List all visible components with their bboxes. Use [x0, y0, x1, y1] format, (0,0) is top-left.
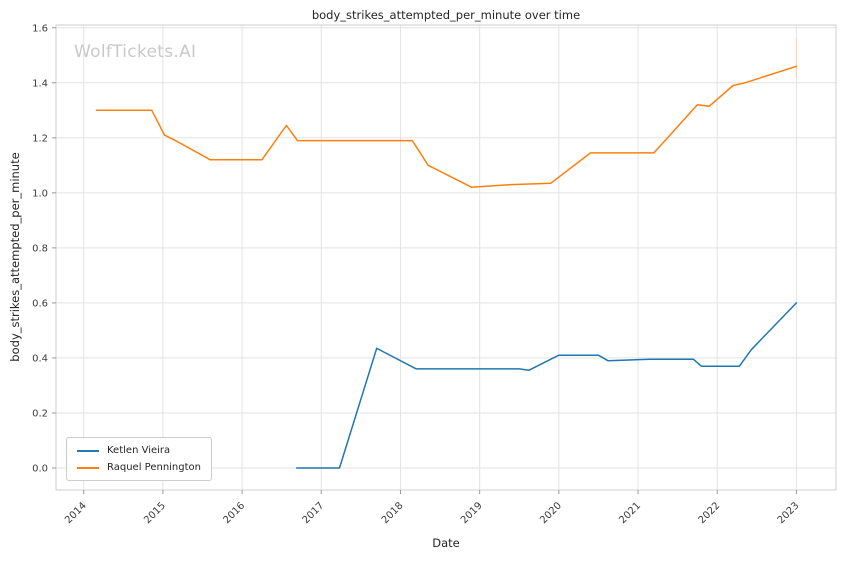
- y-tick-label: 1.0: [32, 188, 48, 199]
- x-tick-label: 2017: [301, 500, 327, 526]
- plot-border: [55, 24, 837, 491]
- x-tick-label: 2014: [63, 500, 89, 526]
- y-tick-label: 0.2: [32, 408, 48, 419]
- legend-item: Ketlen Vieira: [77, 445, 201, 456]
- legend-item: Raquel Pennington: [77, 462, 201, 473]
- y-tick-label: 1.4: [32, 78, 48, 89]
- watermark: WolfTickets.AI: [74, 42, 197, 62]
- x-tick-label: 2020: [538, 500, 564, 526]
- y-tick-label: 0.4: [32, 353, 48, 364]
- y-tick-label: 0.6: [32, 298, 48, 309]
- x-tick-label: 2018: [380, 500, 406, 526]
- chart-title: body_strikes_attempted_per_minute over t…: [311, 8, 581, 22]
- x-tick-label: 2016: [221, 500, 247, 526]
- x-tick-label: 2021: [617, 500, 643, 526]
- legend-label: Ketlen Vieira: [107, 445, 171, 456]
- y-tick-label: 1.2: [32, 133, 48, 144]
- x-tick-label: 2015: [142, 500, 168, 526]
- y-tick-label: 0.0: [32, 463, 48, 474]
- x-axis-label: Date: [432, 536, 460, 550]
- series-line-ketlen-vieira: [295, 302, 798, 469]
- legend-line-swatch: [77, 449, 99, 452]
- legend-label: Raquel Pennington: [107, 462, 201, 473]
- y-axis-label: body_strikes_attempted_per_minute: [8, 152, 22, 362]
- y-tick-label: 1.6: [32, 23, 48, 34]
- y-tick-label: 0.8: [32, 243, 48, 254]
- x-tick-label: 2023: [776, 500, 802, 526]
- x-tick-label: 2019: [459, 500, 485, 526]
- legend-line-swatch: [77, 466, 99, 469]
- legend: Ketlen Vieira Raquel Pennington: [66, 437, 212, 481]
- series-line-raquel-pennington: [95, 65, 798, 189]
- x-tick-label: 2022: [697, 500, 723, 526]
